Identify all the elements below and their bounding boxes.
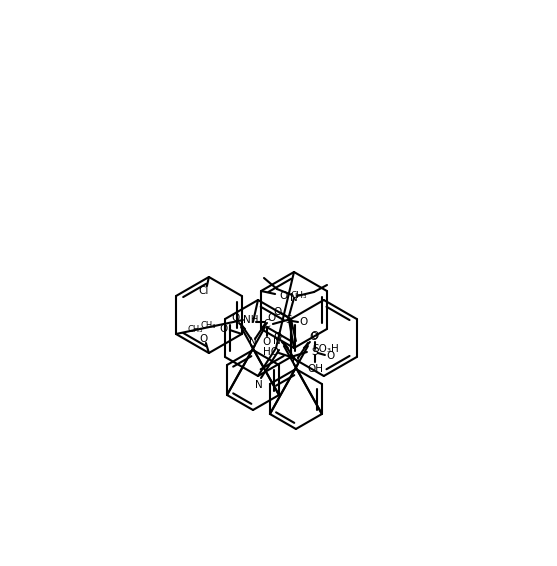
Text: O: O (219, 324, 228, 334)
Text: OH: OH (307, 364, 323, 374)
Text: S: S (286, 315, 292, 325)
Text: HO: HO (263, 347, 279, 357)
Text: C: C (263, 319, 270, 329)
Text: O: O (311, 331, 319, 341)
Text: N: N (292, 356, 300, 366)
Text: O: O (267, 313, 275, 323)
Text: O: O (274, 332, 282, 342)
Text: CH₃: CH₃ (200, 321, 216, 331)
Text: O: O (200, 334, 208, 344)
Text: CH₃: CH₃ (291, 291, 307, 301)
Text: O: O (310, 332, 318, 342)
Text: S: S (311, 347, 318, 357)
Text: CH₃: CH₃ (187, 324, 203, 333)
Text: NH: NH (243, 315, 258, 325)
Text: O: O (327, 351, 335, 361)
Text: O: O (263, 337, 271, 347)
Text: N: N (273, 336, 281, 346)
Text: O: O (231, 313, 239, 323)
Text: Cl: Cl (199, 286, 209, 296)
Text: N: N (255, 380, 263, 390)
Text: O: O (279, 291, 287, 301)
Text: N: N (290, 293, 298, 303)
Text: N: N (249, 337, 257, 347)
Text: O: O (273, 307, 281, 317)
Text: O: O (299, 317, 307, 327)
Text: SO₃H: SO₃H (312, 344, 339, 354)
